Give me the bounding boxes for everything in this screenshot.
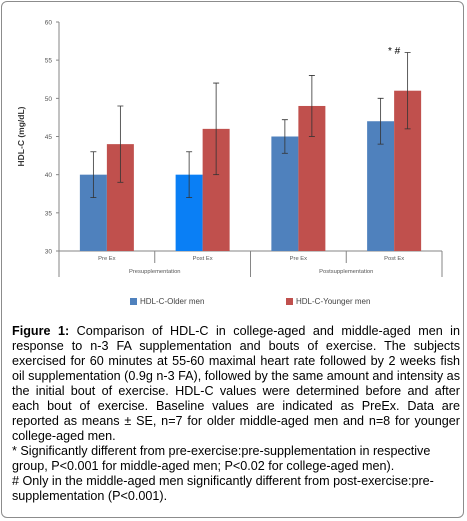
- x-tick-label: Post Ex: [193, 256, 213, 262]
- legend-label: HDL-C-Younger men: [296, 297, 370, 306]
- y-tick-label: 60: [45, 20, 53, 27]
- x-tick-label: Post Ex: [384, 256, 404, 262]
- x-tick-label: Pre Ex: [290, 256, 307, 262]
- bar-older-men: [271, 136, 299, 251]
- figure-label: Figure 1:: [12, 324, 70, 338]
- significance-annotation: * #: [388, 46, 401, 57]
- legend-label: HDL-C-Older men: [140, 297, 204, 306]
- y-tick-label: 45: [45, 134, 53, 141]
- caption-note-1: * Significantly different from pre-exerc…: [12, 444, 431, 473]
- legend-swatch: [286, 298, 293, 305]
- y-tick-label: 40: [45, 172, 53, 179]
- caption-note-2: # Only in the middle-aged men significan…: [12, 474, 434, 503]
- x-tick-label: Pre Ex: [98, 256, 115, 262]
- figure-caption: Figure 1: Comparison of HDL-C in college…: [12, 324, 460, 504]
- y-tick-label: 35: [45, 210, 53, 217]
- y-tick-label: 30: [45, 249, 53, 256]
- legend-swatch: [130, 298, 137, 305]
- x-group-label: Postsupplementation: [319, 269, 373, 275]
- x-group-label: Presupplementation: [129, 269, 181, 275]
- caption-text: Comparison of HDL-C in college-aged and …: [12, 324, 460, 443]
- y-tick-label: 50: [45, 96, 53, 103]
- bar-chart: 30 35 40 45 50 55 60 HDL-C (mg/dL) Pre Ex Post Ex…: [16, 20, 443, 306]
- y-tick-label: 55: [45, 58, 53, 65]
- y-axis-title: HDL-C (mg/dL): [16, 106, 26, 166]
